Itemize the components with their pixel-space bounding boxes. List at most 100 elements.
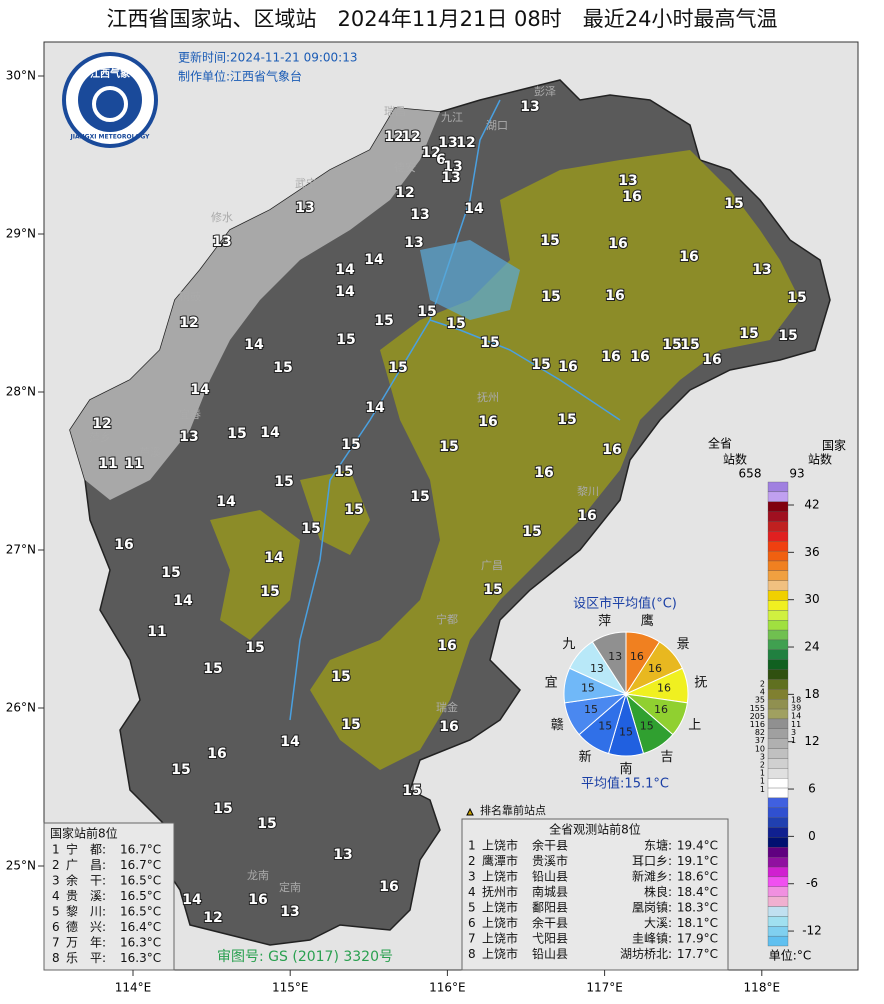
lat-label: 27°N	[6, 543, 36, 557]
station-value: 13	[520, 99, 539, 115]
color-box	[767, 541, 789, 552]
station-value: 15	[257, 816, 276, 832]
table-cell: 南城县	[532, 884, 568, 899]
lon-label: 116°E	[429, 981, 466, 995]
table-cell: 16.3°C	[120, 951, 161, 965]
city-averages-title: 设区市平均值(°C)	[573, 596, 677, 612]
station-value: 12	[92, 416, 111, 432]
table-cell: 16.7°C	[120, 843, 161, 857]
river	[289, 99, 501, 721]
table-cell: 4	[52, 889, 60, 903]
station-value: 12	[401, 129, 420, 145]
place-name: 修水	[211, 210, 233, 224]
table-title: 国家站前8位	[50, 826, 118, 841]
color-box	[767, 896, 789, 907]
table-cell: 弋阳县	[532, 932, 568, 946]
table-cell: 东塘:	[644, 838, 672, 853]
station-value: 15	[446, 316, 465, 332]
station-value: 16	[207, 746, 226, 762]
table-cell: 上饶市	[482, 915, 518, 930]
province-bin-count: 2	[760, 761, 765, 770]
color-box	[767, 886, 789, 897]
color-box	[767, 748, 789, 759]
lat-label: 29°N	[6, 227, 36, 241]
station-value: 11	[147, 624, 166, 640]
station-value: 15	[480, 335, 499, 351]
table-cell: 耳口乡:	[632, 854, 672, 868]
table-cell: 5	[52, 905, 60, 919]
color-box	[767, 659, 789, 670]
province-bin-count: 4	[760, 688, 765, 697]
table-cell: 上饶市	[482, 900, 518, 915]
logo-core	[78, 68, 142, 132]
national-bin-count: 3	[791, 728, 796, 737]
station-value: 12	[421, 145, 440, 161]
province-bin-count: 82	[755, 728, 765, 737]
legend-tick-label: 18	[804, 687, 819, 701]
station-value: 14	[173, 593, 193, 609]
province-bin-count: 1	[760, 769, 765, 778]
place-name: 宁都	[436, 612, 458, 626]
table-cell: 16.7°C	[120, 858, 161, 872]
province-count-label: 站数	[723, 452, 747, 467]
color-box	[767, 511, 789, 522]
logo-ring-text: JIANGXI METEOROLOGY	[70, 134, 151, 141]
color-box	[767, 649, 789, 660]
table-cell: 铅山县	[532, 870, 568, 884]
color-box	[767, 501, 789, 512]
table-cell: 上饶市	[482, 838, 518, 853]
color-box	[767, 521, 789, 532]
station-value: 15	[161, 565, 180, 581]
station-value: 14	[464, 201, 484, 217]
station-value: 14	[365, 400, 385, 416]
color-box	[767, 758, 789, 769]
slice-name: 九	[562, 637, 575, 652]
province-count: 658	[739, 467, 762, 481]
station-value: 15	[540, 233, 559, 249]
station-value: 16	[379, 879, 398, 895]
station-value: 15	[778, 328, 797, 344]
table-cell: 贵溪市	[532, 853, 568, 868]
province-bin-count: 205	[750, 712, 765, 721]
table-cell: 2	[52, 858, 60, 872]
station-value: 16	[702, 352, 721, 368]
province-count-label: 全省	[708, 436, 732, 451]
table-box	[43, 822, 175, 971]
station-value: 13	[618, 173, 637, 189]
color-box	[767, 866, 789, 878]
legend-tick-label: 12	[804, 734, 819, 748]
table-cell: 新滩乡:	[632, 869, 672, 884]
city-averages: 设区市平均值(°C) 16 鹰 16 景 16 抚 16 上 15 吉 15 南 15 新 15 赣 15 宜 13…	[545, 596, 708, 792]
color-box	[767, 610, 789, 621]
station-value: 15	[203, 661, 222, 677]
slice-value: 13	[608, 650, 622, 663]
color-box	[767, 847, 789, 858]
national-bin-count: 39	[791, 704, 801, 713]
national-top-table: 国家站前8位 1 宁 都: 16.7°C 2 广 昌: 16.7°C 3 余 干: 16.5°C…	[43, 822, 175, 971]
slice-value: 15	[640, 719, 654, 732]
station-value: 15	[417, 304, 436, 320]
place-name: 铜鼓	[179, 289, 201, 303]
lake	[420, 240, 520, 320]
station-value: 15	[344, 502, 363, 518]
station-value: 14	[335, 284, 355, 300]
station-value: 16	[437, 638, 456, 654]
note-icon	[466, 807, 474, 816]
color-box	[767, 817, 789, 828]
color-box	[767, 491, 789, 502]
table-cell: 1	[468, 839, 476, 853]
province-top-table: 全省观测站前8位 1 上饶市 余干县 东塘: 19.4°C2 鹰潭市 贵溪市 耳口乡: 19.1…	[461, 818, 729, 971]
title: 江西省国家站、区域站 2024年11月21日 08时 最近24小时最高气温	[106, 7, 777, 31]
table-cell: 16.5°C	[120, 905, 161, 919]
slice-value: 15	[598, 719, 612, 732]
station-value: 13	[179, 429, 198, 445]
table-cell: 3	[468, 870, 476, 884]
station-value: 15	[388, 360, 407, 376]
slice-name: 吉	[660, 750, 673, 765]
national-count: 93	[789, 467, 804, 481]
station-value: 15	[439, 439, 458, 455]
place-name: 瑞昌	[384, 104, 406, 118]
slice-value: 13	[590, 662, 604, 675]
station-value: 15	[260, 584, 279, 600]
